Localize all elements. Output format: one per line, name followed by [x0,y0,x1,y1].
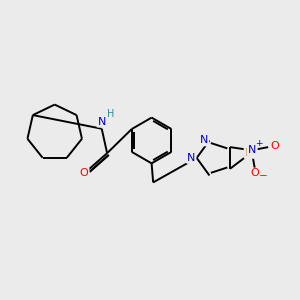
Text: O: O [80,168,88,178]
Text: N: N [98,117,106,127]
Text: O: O [270,140,279,151]
Text: N: N [248,145,256,155]
Text: O: O [250,169,259,178]
Text: −: − [259,171,268,181]
Text: Br: Br [244,148,257,158]
Text: N: N [187,153,196,163]
Text: +: + [255,139,262,148]
Text: N: N [200,135,208,146]
Text: H: H [106,110,114,119]
